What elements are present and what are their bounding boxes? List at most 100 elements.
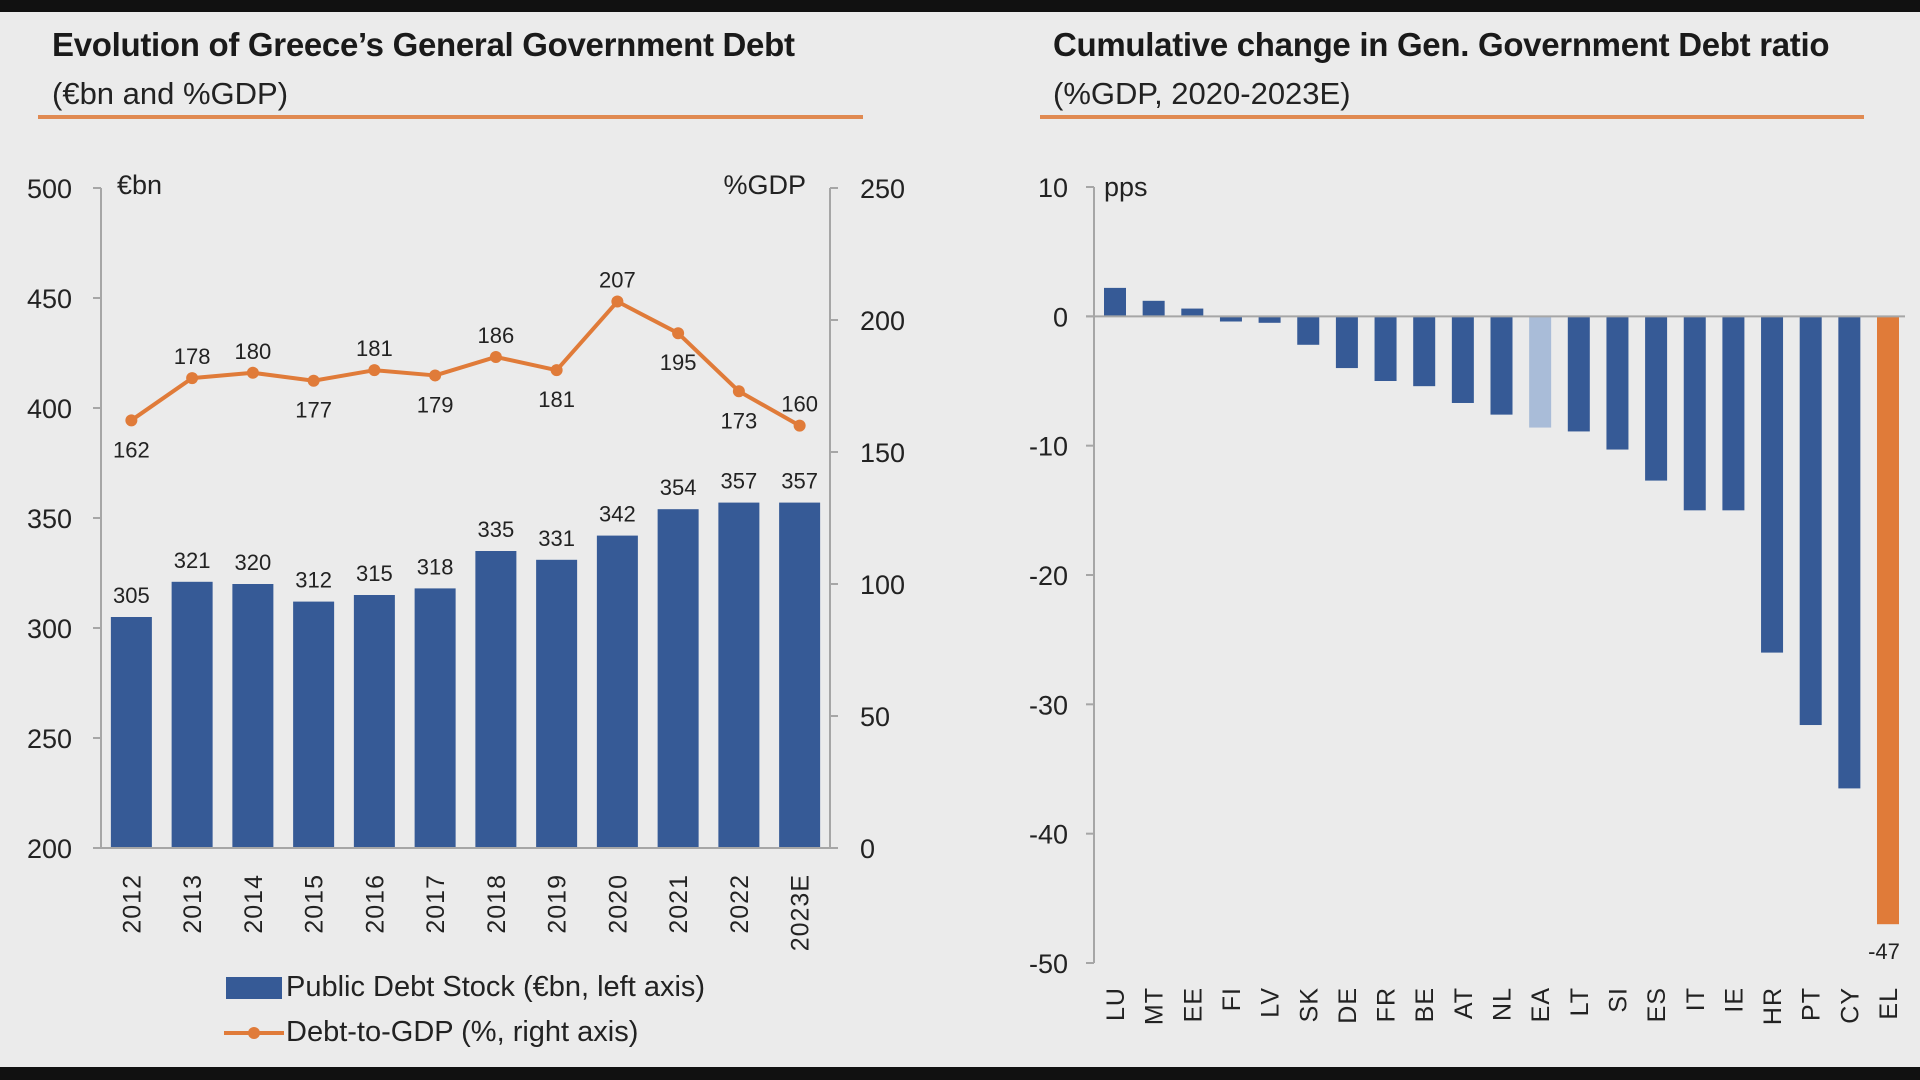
debt-stock-data-label: 342: [599, 502, 636, 527]
debt-to-gdp-data-label: 181: [538, 387, 575, 412]
country-tick-label: LT: [1566, 987, 1594, 1016]
debt-stock-data-label: 320: [235, 550, 272, 575]
x-tick-label: 2017: [422, 874, 450, 934]
change-bar-lt: [1567, 316, 1590, 432]
country-tick-label: LV: [1257, 987, 1285, 1018]
left-y-tick-label: 400: [27, 394, 72, 424]
change-bar-pt: [1799, 316, 1822, 726]
right-y-tick-label: 200: [860, 306, 905, 336]
country-tick-label: AT: [1450, 987, 1478, 1019]
debt-stock-bar: [414, 588, 456, 848]
left-y-tick-label: 500: [27, 174, 72, 204]
legend-swatch-bar: [226, 976, 282, 999]
change-bar-el: [1877, 316, 1899, 925]
debt-to-gdp-marker: [246, 366, 259, 379]
pps-y-tick-label: -30: [1029, 690, 1068, 720]
debt-stock-bar: [110, 617, 152, 848]
debt-to-gdp-marker: [368, 364, 381, 377]
debt-to-gdp-data-label: 179: [417, 392, 454, 417]
change-bar-ee: [1181, 308, 1204, 317]
debt-to-gdp-line: [130, 299, 801, 428]
change-bar-nl: [1490, 316, 1513, 415]
debt-to-gdp-marker: [611, 295, 624, 308]
debt-stock-data-label: 357: [721, 469, 758, 494]
right-y-tick-label: 50: [860, 702, 890, 732]
x-tick-label: 2021: [665, 874, 693, 934]
debt-stock-data-label: 315: [356, 561, 393, 586]
left-y-tick-label: 200: [27, 834, 72, 864]
country-tick-label: EA: [1527, 987, 1555, 1022]
x-tick-label: 2023E: [787, 874, 815, 951]
change-bar-fi: [1219, 316, 1242, 322]
debt-stock-bar: [536, 559, 578, 848]
debt-stock-bar: [657, 509, 699, 848]
debt-stock-bar: [171, 581, 213, 848]
debt-to-gdp-data-label: 173: [721, 408, 758, 433]
left-y-tick-label: 250: [27, 724, 72, 754]
country-tick-label: IE: [1720, 987, 1748, 1013]
debt-stock-data-label: 331: [538, 526, 575, 551]
debt-to-gdp-marker: [489, 350, 502, 363]
right-y-tick-label: 0: [860, 834, 875, 864]
x-tick-label: 2015: [301, 874, 329, 934]
change-bar-sk: [1297, 316, 1320, 345]
change-data-label: -47: [1868, 939, 1900, 964]
change-bar-at: [1451, 316, 1474, 403]
country-tick-label: LU: [1102, 987, 1130, 1021]
x-tick-label: 2012: [118, 874, 146, 934]
pps-y-tick-label: 10: [1038, 173, 1068, 203]
x-tick-label: 2014: [240, 874, 268, 934]
debt-stock-bar: [475, 551, 517, 848]
pps-y-tick-label: 0: [1053, 302, 1068, 332]
debt-to-gdp-marker: [550, 364, 563, 377]
debt-to-gdp-marker: [793, 419, 806, 432]
country-tick-label: HR: [1759, 987, 1787, 1025]
debt-to-gdp-data-label: 181: [356, 336, 393, 361]
debt-stock-bar: [293, 601, 335, 848]
country-tick-label: ES: [1643, 987, 1671, 1022]
debt-to-gdp-marker: [307, 374, 320, 387]
change-bar-si: [1606, 316, 1629, 450]
right-y-tick-label: 250: [860, 174, 905, 204]
debt-stock-bar: [596, 535, 638, 848]
debt-stock-data-label: 312: [295, 568, 332, 593]
change-bar-es: [1645, 316, 1668, 481]
debt-to-gdp-marker: [429, 369, 442, 382]
left-title-rule: [38, 115, 863, 119]
x-tick-label: 2013: [179, 874, 207, 934]
right-chart-subtitle: (%GDP, 2020-2023E): [1053, 76, 1351, 111]
country-tick-label: CY: [1836, 987, 1864, 1024]
debt-stock-bar: [718, 502, 760, 848]
right-y-tick-label: 100: [860, 570, 905, 600]
debt-to-gdp-marker: [186, 372, 199, 385]
debt-to-gdp-data-label: 195: [660, 350, 697, 375]
x-tick-label: 2020: [604, 874, 632, 934]
debt-to-gdp-data-label: 177: [295, 398, 332, 423]
pps-y-tick-label: -10: [1029, 432, 1068, 462]
pps-y-tick-label: -20: [1029, 561, 1068, 591]
change-bar-hr: [1761, 316, 1784, 653]
legend-swatch-line: [224, 1022, 284, 1044]
change-bar-ie: [1722, 316, 1745, 511]
country-tick-label: FR: [1373, 987, 1401, 1022]
right-unit-label: %GDP: [723, 170, 806, 200]
change-bar-be: [1413, 316, 1436, 387]
left-y-tick-label: 450: [27, 284, 72, 314]
debt-to-gdp-data-label: 178: [174, 344, 211, 369]
change-bar-ea: [1529, 316, 1552, 428]
country-tick-label: PT: [1798, 987, 1826, 1021]
right-chart: -50 -40 -30 -20 -10 0 10 LU MT EE FI LV SK DE FR BE AT NL…: [1029, 173, 1905, 1025]
change-bar-cy: [1838, 316, 1861, 789]
x-tick-label: 2022: [726, 874, 754, 934]
debt-stock-data-label: 354: [660, 475, 697, 500]
left-chart-title: Evolution of Greece’s General Government…: [52, 26, 795, 63]
country-tick-label: EL: [1875, 987, 1903, 1020]
legend-label-line: Debt-to-GDP (%, right axis): [286, 1016, 639, 1048]
change-bar-it: [1683, 316, 1706, 511]
country-tick-label: NL: [1489, 987, 1517, 1021]
debt-stock-bar: [353, 595, 395, 848]
right-chart-title: Cumulative change in Gen. Government Deb…: [1053, 26, 1830, 63]
debt-to-gdp-data-label: 180: [235, 339, 272, 364]
change-bar-mt: [1142, 300, 1165, 317]
